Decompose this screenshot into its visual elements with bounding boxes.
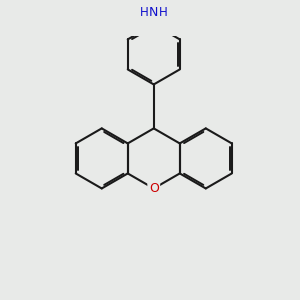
Text: H: H bbox=[159, 6, 168, 19]
Text: H: H bbox=[140, 6, 149, 19]
Text: O: O bbox=[149, 182, 159, 195]
Text: N: N bbox=[149, 6, 158, 19]
